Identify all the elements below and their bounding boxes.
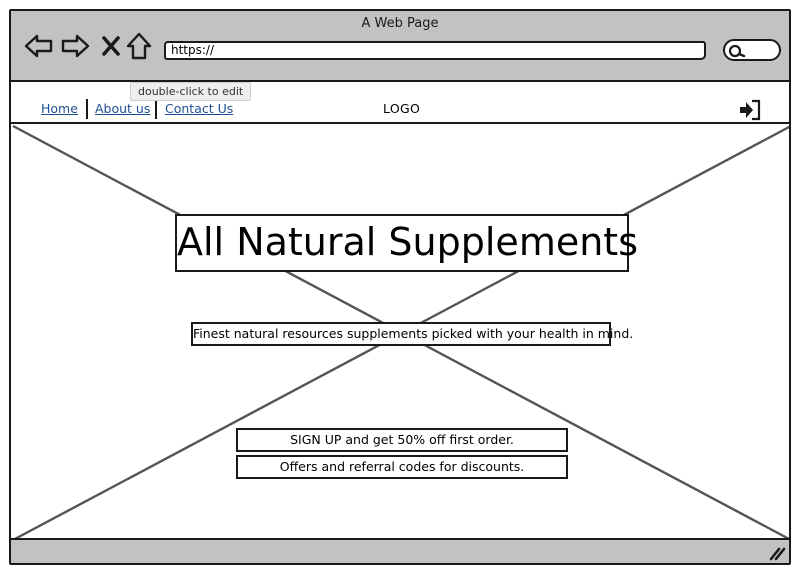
search-button[interactable]: [723, 39, 781, 61]
window-title: A Web Page: [361, 16, 439, 31]
nav-link-home[interactable]: Home: [41, 101, 78, 116]
sign-in-icon[interactable]: [738, 99, 762, 121]
url-input[interactable]: https://: [164, 41, 706, 60]
status-bar: [11, 538, 789, 563]
nav-link-contact[interactable]: Contact Us: [165, 101, 234, 116]
nav-link-about[interactable]: About us: [95, 101, 151, 116]
resize-handle-icon[interactable]: [768, 545, 786, 561]
site-navbar: Home About us Contact Us LOGO: [11, 82, 789, 124]
hero-subtitle: Finest natural resources supplements pic…: [191, 322, 633, 346]
referral-offer-button[interactable]: Offers and referral codes for discounts.: [236, 455, 568, 479]
browser-chrome: A Web Page https://: [11, 11, 789, 82]
search-icon: [728, 44, 746, 58]
hero-image-placeholder: All Natural Supplements Finest natural r…: [11, 124, 789, 542]
signup-offer-button[interactable]: SIGN UP and get 50% off first order.: [236, 428, 568, 452]
hero-headline: All Natural Supplements: [175, 214, 638, 272]
nav-separator: [155, 99, 157, 119]
nav-separator: [86, 99, 88, 119]
close-icon[interactable]: [101, 35, 121, 57]
home-icon[interactable]: [126, 32, 152, 60]
edit-tooltip: double-click to edit: [130, 82, 252, 101]
browser-window: A Web Page https:// Home About us: [9, 9, 791, 565]
site-logo: LOGO: [383, 101, 421, 116]
back-arrow-icon[interactable]: [24, 33, 54, 59]
forward-arrow-icon[interactable]: [60, 33, 90, 59]
